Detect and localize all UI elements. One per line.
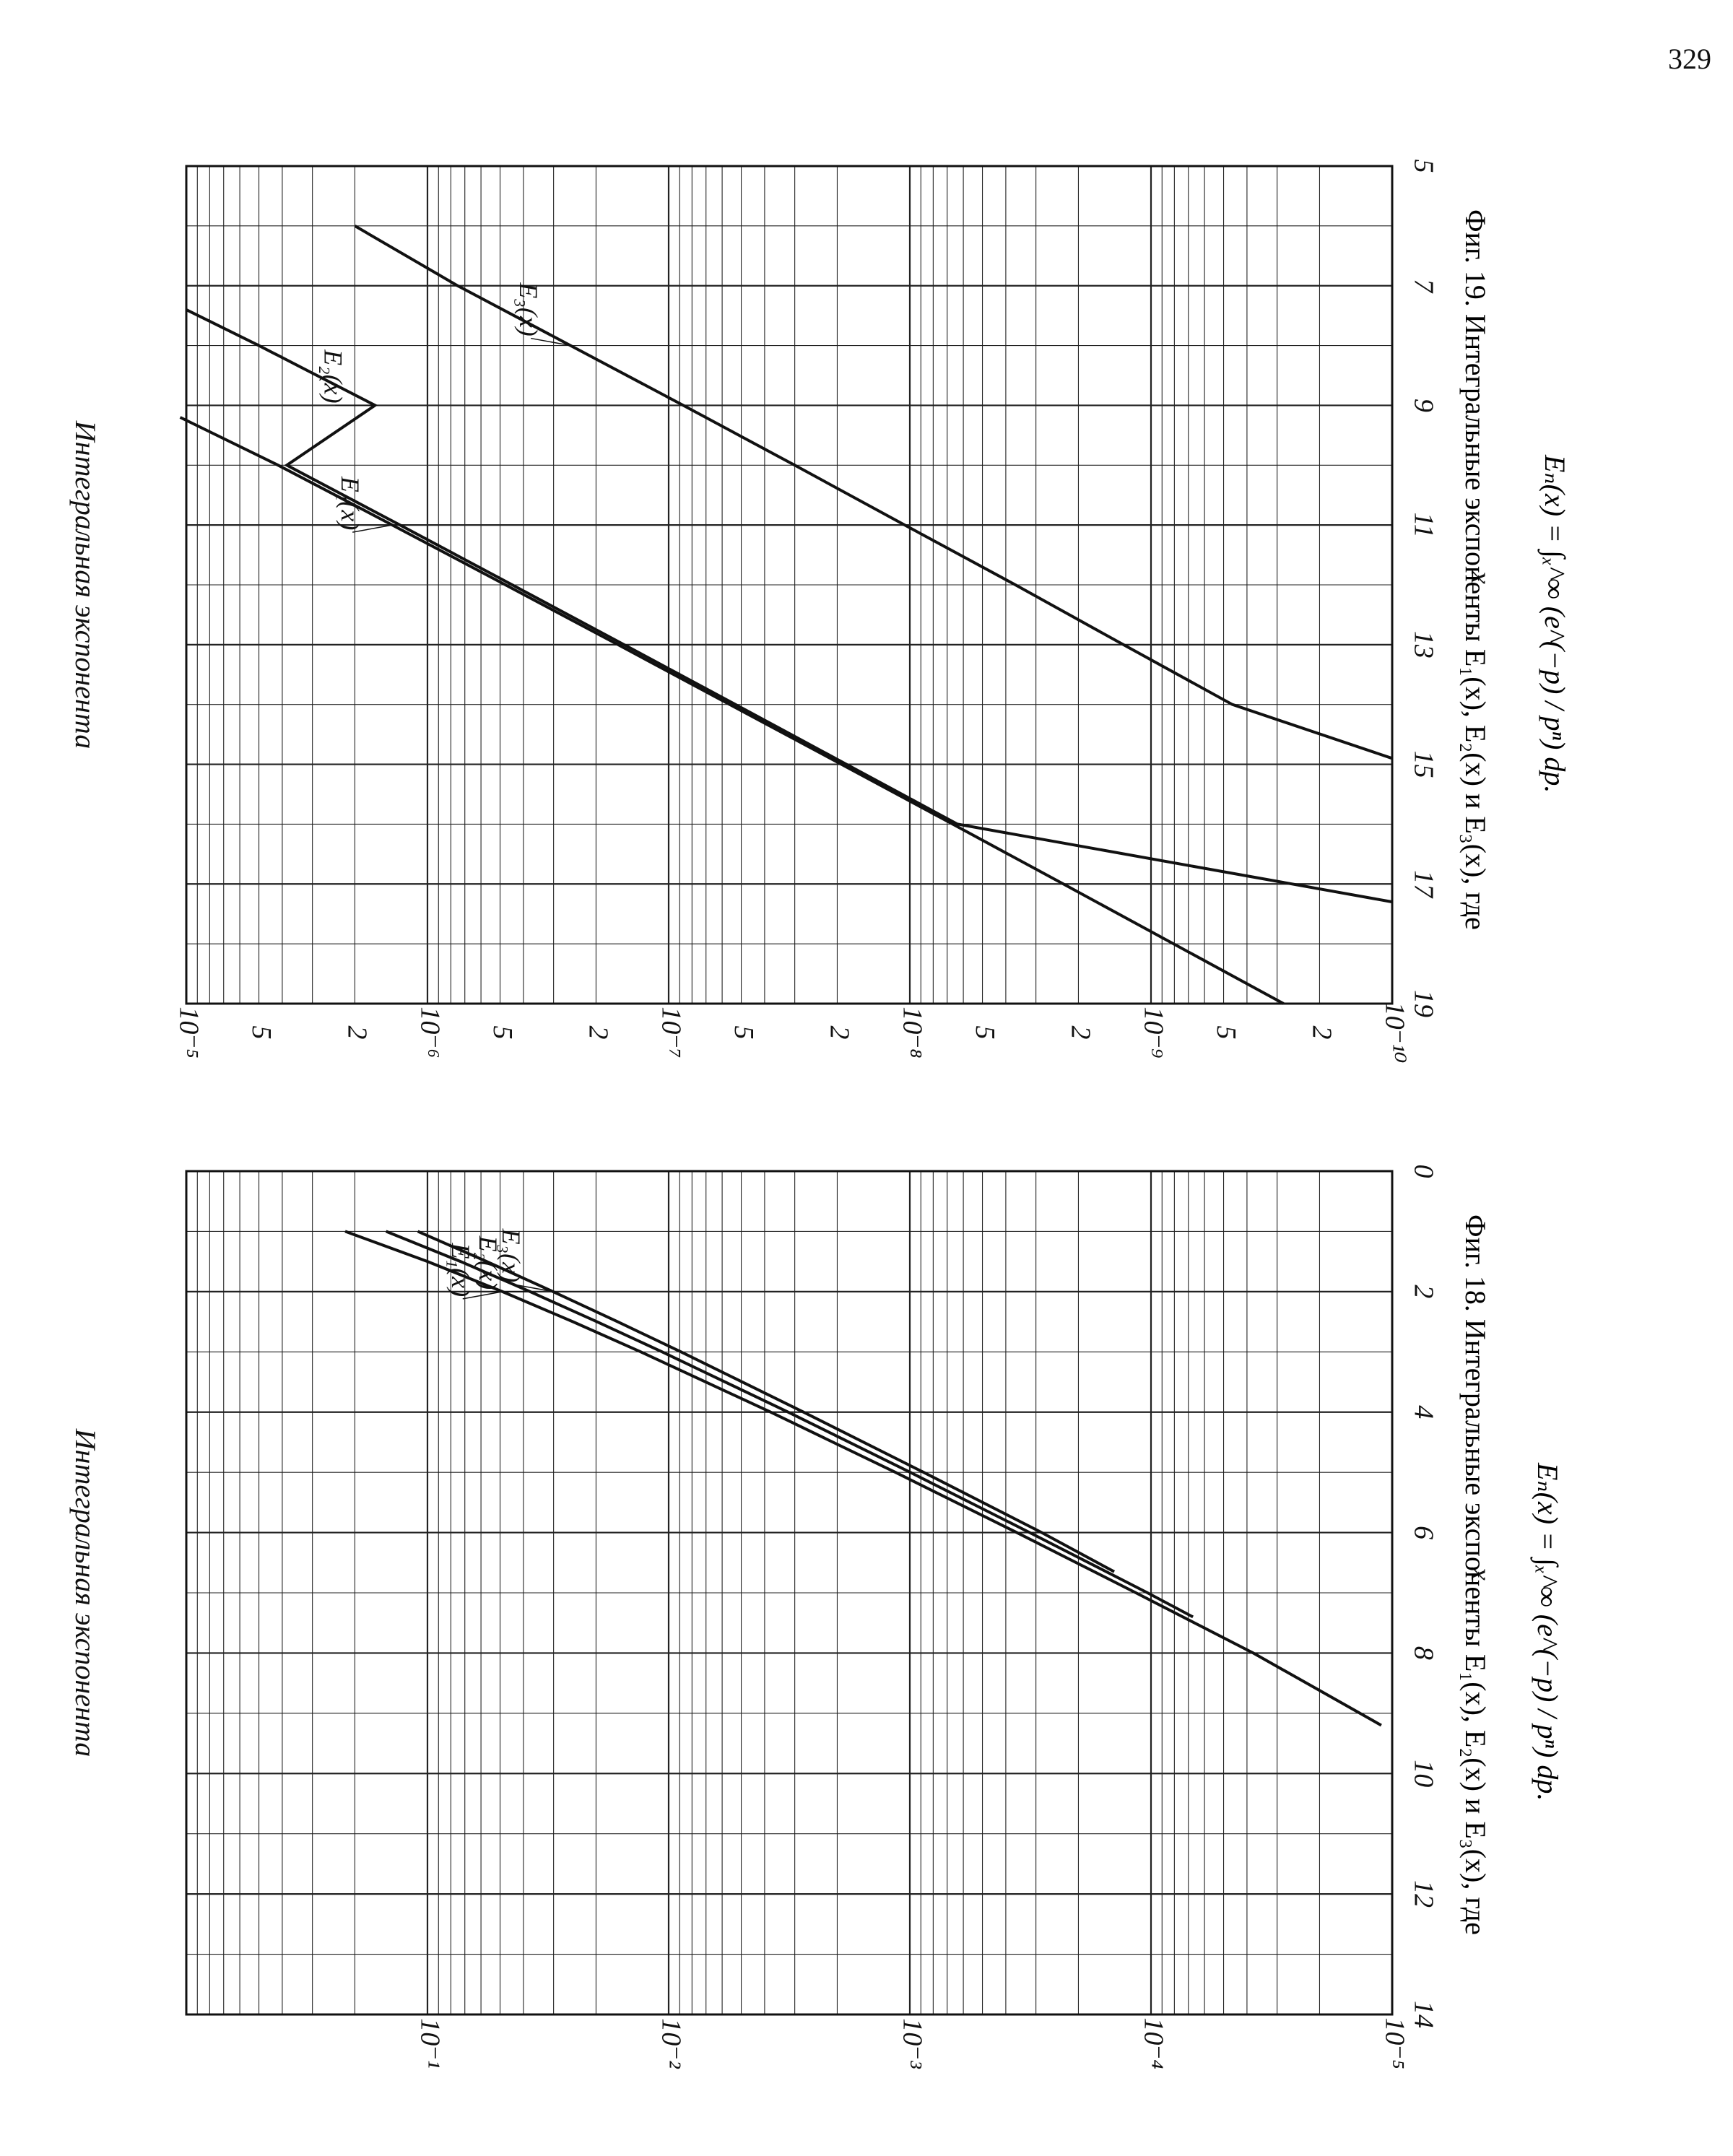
figure-formula: Eₙ(x) = ∫ₓ^∞ (e^(−p) / pⁿ) dp. [1537, 454, 1571, 793]
x-tick-label: 2 [1408, 1285, 1438, 1298]
x-tick-label: 11 [1408, 513, 1438, 538]
y-tick-label: 10⁻⁸ [897, 1007, 927, 1058]
series-label-leader [352, 524, 393, 533]
series-label: E₃(x) [497, 1228, 526, 1282]
y-tick-label: 10⁻⁵ [1379, 2017, 1410, 2069]
series-line [417, 1230, 1116, 1573]
y-tick-label: 2 [825, 1026, 855, 1040]
y-tick-label: 5 [246, 1026, 277, 1040]
series-label-leader [513, 1284, 554, 1292]
x-tick-label: 4 [1408, 1405, 1438, 1419]
x-axis-label: x [1465, 1567, 1498, 1581]
figure-caption: Фиг. 18. Интегральные экспоненты E₁(x), … [1459, 1214, 1492, 1935]
y-tick-label: 2 [342, 1026, 373, 1040]
y-tick-label: 5 [487, 1026, 518, 1040]
y-tick-label: 5 [970, 1026, 1000, 1040]
page-number: 329 [1668, 43, 1711, 75]
y-tick-label: 10⁻¹ [414, 2018, 445, 2068]
y-tick-label: 10⁻³ [897, 2018, 927, 2069]
y-axis-label: Интегральная экспонента [69, 420, 102, 749]
series-label-leader [531, 337, 571, 347]
x-axis-label: x [1465, 570, 1498, 584]
y-tick-label: 10⁻⁴ [1138, 2017, 1168, 2069]
series-label-leader [462, 1291, 503, 1300]
x-tick-label: 19 [1408, 990, 1438, 1017]
x-tick-label: 17 [1408, 870, 1438, 899]
y-tick-label: 10⁻⁶ [414, 1007, 445, 1058]
figure-formula: Eₙ(x) = ∫ₓ^∞ (e^(−p) / pⁿ) dp. [1530, 1462, 1564, 1801]
x-tick-label: 10 [1408, 1760, 1438, 1787]
y-tick-label: 10⁻⁹ [1138, 1007, 1168, 1058]
y-tick-label: 10⁻⁵ [173, 1007, 204, 1058]
y-tick-label: 10⁻¹⁰ [1379, 1002, 1410, 1064]
x-tick-label: 12 [1408, 1880, 1438, 1908]
figure-caption: Фиг. 19. Интегральные экспоненты E₁(x), … [1459, 209, 1492, 930]
plot-frame [185, 165, 1394, 1005]
y-tick-label: 2 [1066, 1026, 1096, 1040]
series-line [354, 225, 1393, 760]
plot-frame [185, 1170, 1394, 2016]
x-tick-label: 9 [1408, 399, 1438, 412]
series-line [344, 1230, 1382, 1727]
y-tick-label: 5 [1211, 1026, 1241, 1040]
x-tick-label: 0 [1408, 1165, 1438, 1178]
series-label: E₃(x) [514, 282, 543, 336]
x-tick-label: 5 [1408, 160, 1438, 173]
series-line [385, 1230, 1194, 1619]
y-tick-label: 2 [583, 1026, 614, 1040]
y-axis-label: Интегральная экспонента [69, 1428, 102, 1757]
x-tick-label: 14 [1408, 2001, 1438, 2028]
series-label: E₂(x) [318, 349, 347, 403]
y-tick-label: 2 [1307, 1026, 1337, 1040]
x-tick-label: 6 [1408, 1526, 1438, 1539]
y-tick-label: 10⁻⁷ [656, 1007, 686, 1058]
x-tick-label: 15 [1408, 751, 1438, 778]
y-tick-label: 10⁻² [656, 2018, 686, 2069]
x-tick-label: 13 [1408, 631, 1438, 658]
x-tick-label: 7 [1408, 279, 1438, 294]
series-line [179, 416, 1285, 1005]
y-tick-label: 5 [729, 1026, 759, 1040]
series-line [186, 308, 1393, 904]
x-tick-label: 8 [1408, 1646, 1438, 1660]
